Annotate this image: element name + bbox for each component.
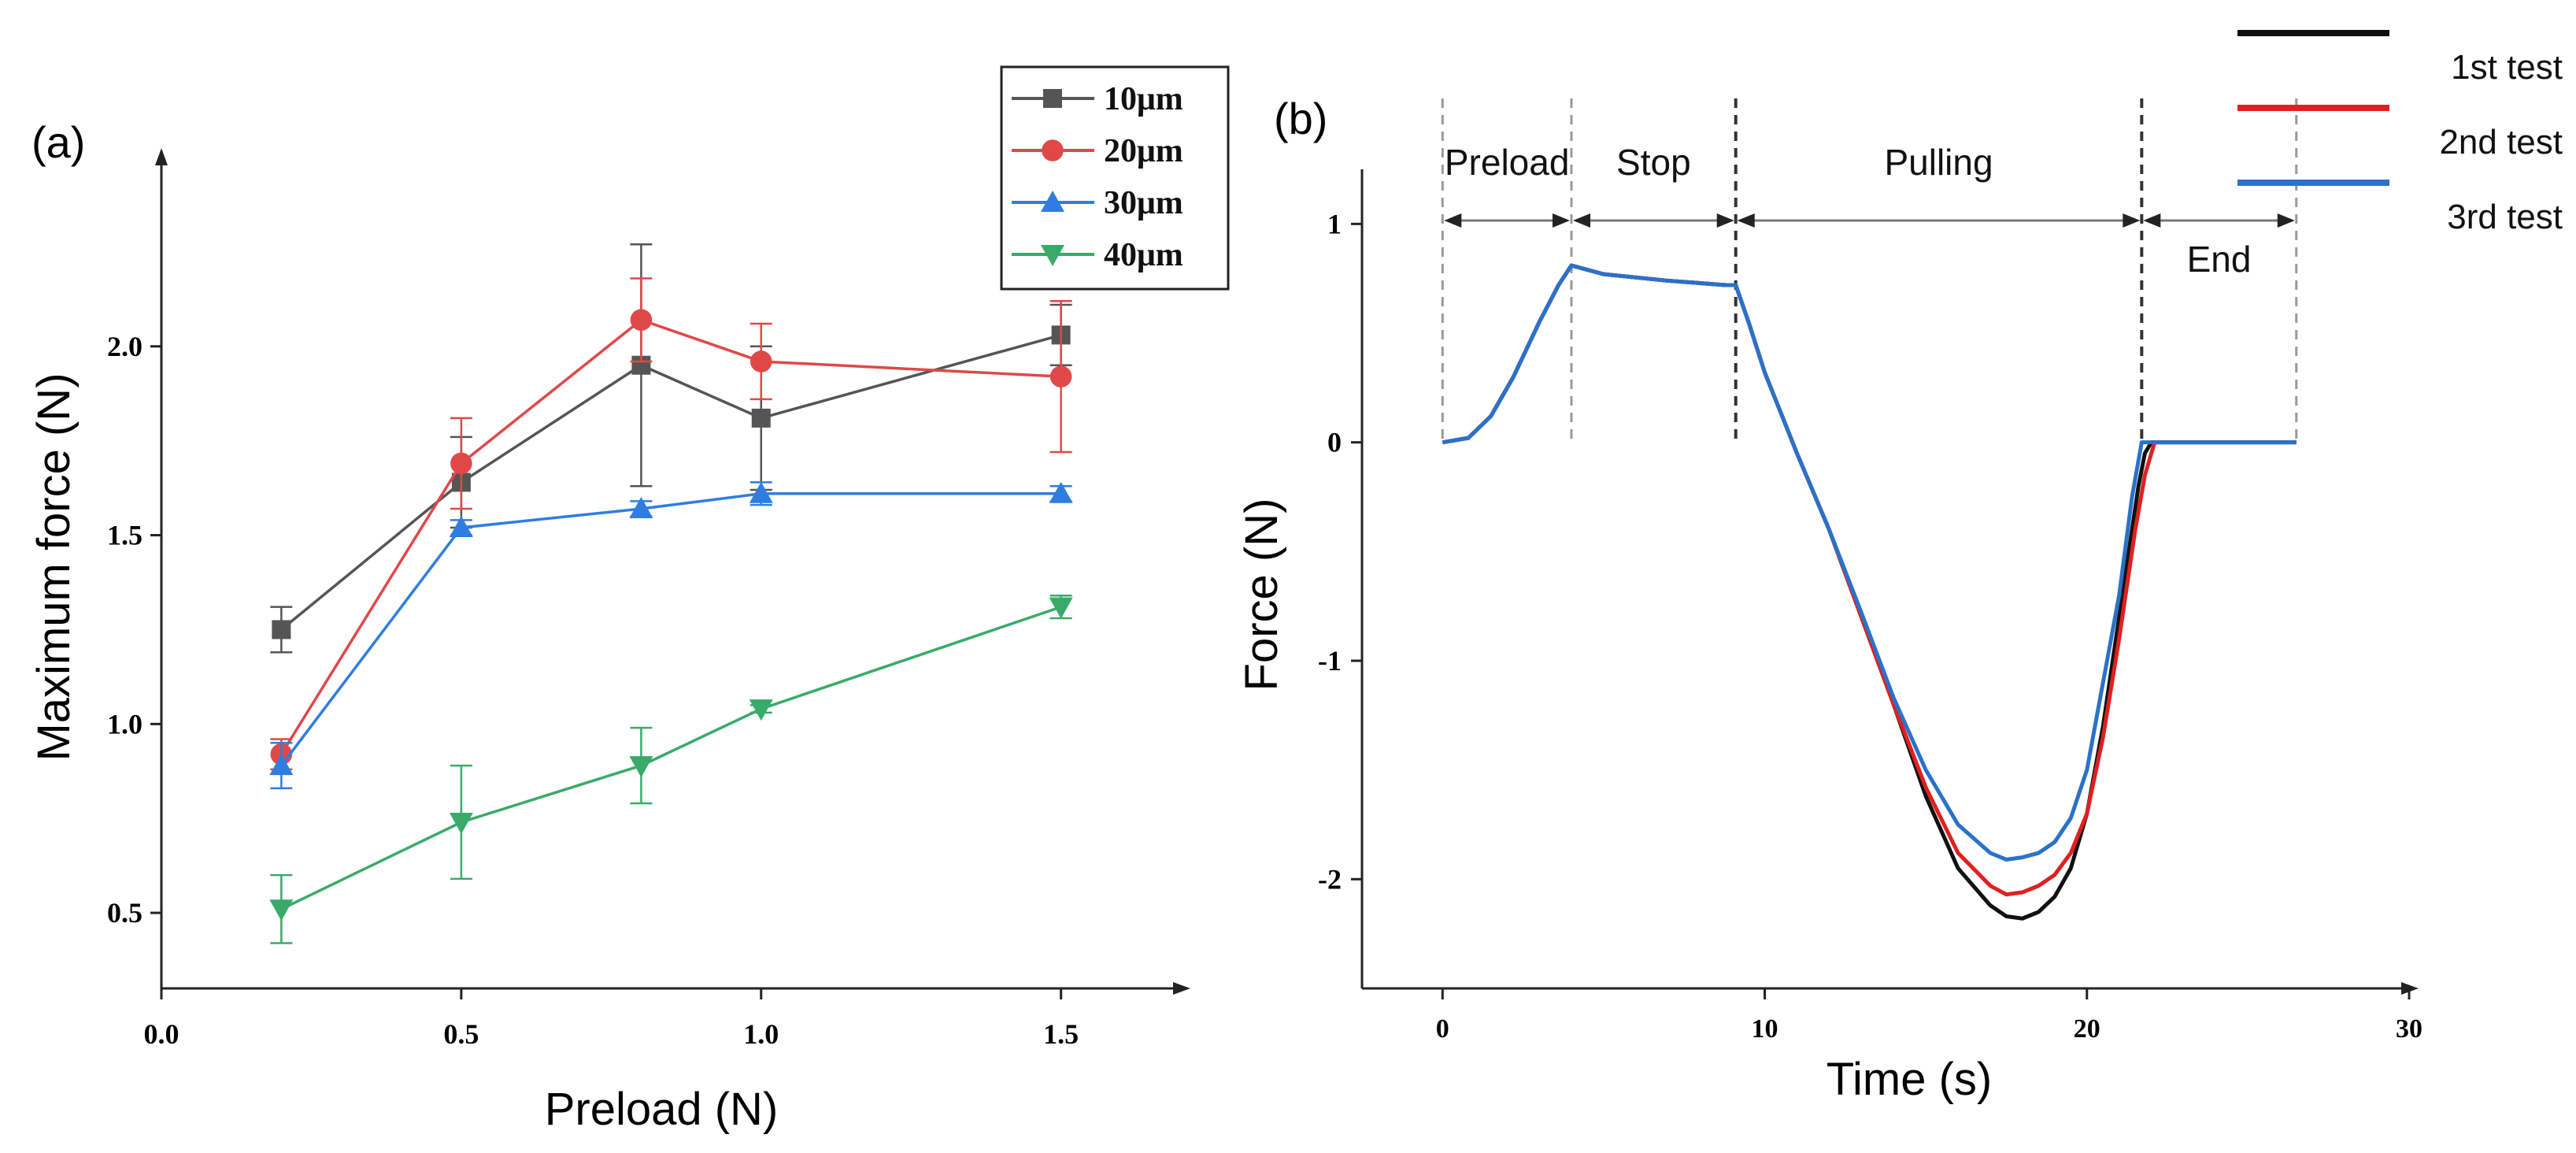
panel-b-phase-label: End (2187, 239, 2252, 280)
panel-a-data-point (629, 496, 653, 518)
panel-a-data-point (749, 350, 772, 373)
panel-a-legend-marker (1043, 89, 1062, 108)
panel-a-data-point (751, 408, 771, 428)
panel-b-legend-label: 3rd test (2447, 198, 2563, 236)
panel-a-axes (155, 148, 1190, 995)
panel-a-data-point (1049, 597, 1073, 619)
panel-b-xtick-label: 30 (2396, 1014, 2422, 1044)
panel-a-legend: 10μm 20μm 30μm 40μm (1000, 65, 1230, 291)
panel-b-legend-label: 1st test (2451, 48, 2563, 87)
panel-b-ylabel: Force (N) (1236, 499, 1287, 691)
panel-a-legend-marker (1041, 245, 1064, 266)
panel-b-xtick-label: 0 (1436, 1014, 1449, 1044)
panel-b-phase-label: Preload (1445, 142, 1570, 183)
panel-b-phase-arrowhead (1716, 213, 1734, 228)
panel-b-phases: Preload Stop Pulling End (1441, 98, 2298, 443)
panel-a-legend-label: 30μm (1104, 185, 1183, 221)
panel-a-series-1 (270, 243, 1072, 654)
panel-b-phase-arrowhead (1573, 213, 1590, 228)
panel-a-data-point (449, 813, 473, 834)
panel-b-ytick-label: 0 (1327, 427, 1342, 458)
panel-a-series-4 (269, 595, 1073, 944)
panel-b-legend-label: 2nd test (2439, 123, 2563, 161)
panel-a-data-point (629, 756, 653, 778)
panel-a-series-line (279, 318, 1061, 755)
panel-a-ytick-label: 1.0 (107, 708, 142, 740)
panel-b-axes (1360, 169, 2419, 995)
panel-a-legend-label: 20μm (1104, 133, 1183, 169)
panel-b-series-line-2 (1442, 263, 2297, 897)
panel-a-y-arrow (155, 148, 168, 165)
panel-a-ylabel: Maximum force (N) (28, 373, 80, 761)
panel-a-ytick-label: 0.5 (107, 897, 142, 929)
panel-a-legend-marker (1041, 191, 1064, 212)
panel-b-series-line-3 (1442, 263, 2297, 862)
panel-a-data-point (1049, 365, 1072, 387)
panel-a-data-point (450, 452, 472, 475)
panel-b-xtick-label: 20 (2074, 1014, 2100, 1044)
panel-a-series (269, 243, 1073, 944)
panel-b-phase-arrowhead (2277, 213, 2295, 228)
panel-a-xtick-label: 0.0 (144, 1018, 180, 1050)
panel-a-data-point (749, 699, 773, 721)
panel-a-series-line (280, 606, 1062, 910)
panel-a-data-point (269, 899, 294, 921)
panel-a-series-3 (269, 481, 1073, 790)
panel-b-phase-arrowhead (1553, 213, 1570, 228)
panel-a-data-point (272, 620, 291, 640)
panel-b-phase-arrowhead (1737, 213, 1755, 228)
panel-a-ytick-label: 1.5 (107, 520, 142, 551)
panel-a-data-point (630, 309, 653, 332)
panel-a-ytick-label: 2.0 (107, 331, 142, 362)
panel-a-xtick-label: 1.5 (1043, 1018, 1079, 1050)
panel-a-series-line (280, 333, 1062, 631)
panel-b-phase-label: Pulling (1884, 142, 1993, 183)
panel-a-data-point (749, 481, 773, 503)
panel-b-xtick-label: 10 (1752, 1014, 1778, 1044)
panel-a: (a) 0.0 0.5 1.0 1.5 0.5 1.0 1.5 2.0 Preload (N)… (28, 65, 1230, 1135)
panel-b-ytick-label: 1 (1327, 208, 1342, 239)
panel-b-legend: 1st test 2nd test 3rd test (2237, 30, 2563, 236)
panel-a-data-point (1049, 481, 1073, 503)
panel-b-phase-arrowhead (2123, 213, 2141, 228)
panel-a-legend-marker (1042, 139, 1064, 161)
panel-b-ytick-label: -1 (1318, 645, 1342, 677)
panel-a-legend-box (1000, 65, 1230, 291)
panel-b-phase-label: Stop (1616, 142, 1691, 183)
panel-b-phase-arrowhead (2143, 213, 2161, 228)
panel-b-label: (b) (1274, 94, 1327, 143)
panel-a-series-2 (270, 277, 1072, 771)
panel-a-xlabel: Preload (N) (545, 1084, 779, 1135)
panel-a-ticks: 0.0 0.5 1.0 1.5 0.5 1.0 1.5 2.0 (107, 331, 1079, 1050)
panel-b-xlabel: Time (s) (1827, 1054, 1992, 1105)
panel-a-xtick-label: 1.0 (743, 1018, 779, 1050)
panel-a-data-point (449, 515, 473, 537)
panel-a-xtick-label: 0.5 (443, 1018, 479, 1050)
panel-a-x-arrow (1173, 982, 1190, 995)
panel-b-series (1442, 263, 2297, 921)
panel-b-ytick-label: -2 (1318, 863, 1342, 895)
panel-a-legend-label: 40μm (1104, 237, 1183, 273)
panel-a-label: (a) (31, 117, 85, 167)
panel-a-legend-label: 10μm (1104, 81, 1183, 117)
panel-b-phase-arrowhead (1444, 213, 1462, 228)
panel-a-data-point (269, 754, 294, 776)
